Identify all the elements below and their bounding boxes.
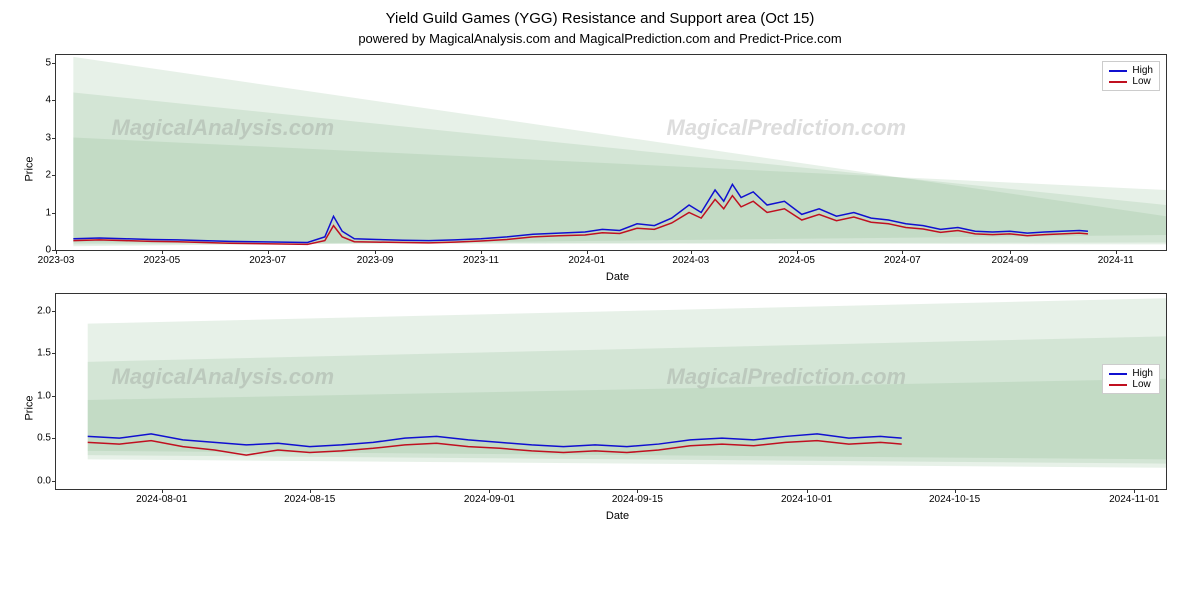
y-tick-label: 0.5: [37, 433, 51, 444]
x-tick-label: 2024-05: [778, 255, 815, 266]
x-tick-label: 2024-01: [568, 255, 605, 266]
y-tick-label: 0: [45, 245, 51, 256]
x-tick-label: 2023-03: [38, 255, 75, 266]
y-tick-label: 5: [45, 57, 51, 68]
y-tick-label: 1.0: [37, 390, 51, 401]
chart-bottom: Price 0.00.51.01.52.02024-08-012024-08-1…: [55, 293, 1180, 522]
x-tick-label: 2024-07: [884, 255, 921, 266]
x-tick-label: 2023-11: [463, 255, 499, 266]
x-tick-label: 2024-08-01: [136, 494, 187, 505]
y-tick-label: 3: [45, 132, 51, 143]
x-axis-label: Date: [55, 510, 1180, 522]
x-tick-label: 2024-10-01: [781, 494, 832, 505]
legend: HighLow: [1102, 61, 1160, 91]
legend-swatch: [1109, 373, 1127, 375]
legend-swatch: [1109, 384, 1127, 386]
x-tick-label: 2024-03: [672, 255, 709, 266]
y-tick-label: 2.0: [37, 305, 51, 316]
x-axis-label: Date: [55, 271, 1180, 283]
legend-swatch: [1109, 70, 1127, 72]
x-tick-label: 2024-08-15: [284, 494, 335, 505]
legend-label: High: [1132, 65, 1153, 76]
page-subtitle: powered by MagicalAnalysis.com and Magic…: [10, 31, 1190, 46]
x-tick-label: 2024-09-15: [612, 494, 663, 505]
x-tick-label: 2023-05: [143, 255, 180, 266]
x-tick-label: 2024-09-01: [464, 494, 515, 505]
y-tick-label: 1.5: [37, 348, 51, 359]
chart-top-plot: 0123452023-032023-052023-072023-092023-1…: [55, 54, 1167, 251]
legend-label: High: [1132, 368, 1153, 379]
x-tick-label: 2024-10-15: [929, 494, 980, 505]
y-tick-label: 4: [45, 95, 51, 106]
y-tick-label: 1: [45, 207, 51, 218]
chart-top: Price 0123452023-032023-052023-072023-09…: [55, 54, 1180, 283]
x-tick-label: 2023-09: [357, 255, 394, 266]
x-tick-label: 2024-11-01: [1109, 494, 1159, 505]
x-tick-label: 2024-11: [1098, 255, 1134, 266]
y-tick-label: 2: [45, 170, 51, 181]
page-title: Yield Guild Games (YGG) Resistance and S…: [10, 10, 1190, 27]
legend: HighLow: [1102, 364, 1160, 394]
y-axis-label: Price: [24, 395, 36, 420]
legend-label: Low: [1132, 379, 1150, 390]
legend-swatch: [1109, 81, 1127, 83]
x-tick-label: 2023-07: [249, 255, 286, 266]
y-axis-label: Price: [24, 156, 36, 181]
y-tick-label: 0.0: [37, 475, 51, 486]
legend-label: Low: [1132, 76, 1150, 87]
x-tick-label: 2024-09: [992, 255, 1029, 266]
chart-bottom-plot: 0.00.51.01.52.02024-08-012024-08-152024-…: [55, 293, 1167, 490]
